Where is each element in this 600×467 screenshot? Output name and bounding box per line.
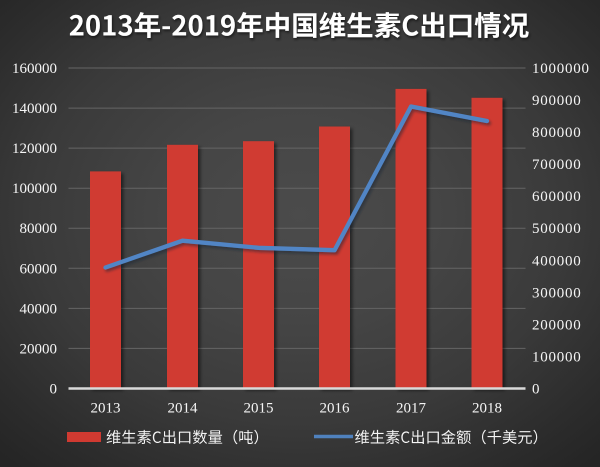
svg-text:2018: 2018: [472, 401, 502, 417]
svg-text:800000: 800000: [532, 125, 582, 141]
svg-text:900000: 900000: [532, 93, 582, 109]
svg-text:0: 0: [532, 382, 540, 398]
svg-text:2016: 2016: [320, 401, 351, 417]
svg-text:120000: 120000: [12, 141, 57, 157]
svg-text:40000: 40000: [20, 301, 58, 317]
svg-text:20000: 20000: [20, 341, 58, 357]
svg-text:700000: 700000: [532, 157, 582, 173]
svg-text:160000: 160000: [12, 61, 57, 77]
svg-text:100000: 100000: [12, 181, 57, 197]
svg-text:200000: 200000: [532, 317, 582, 333]
svg-text:140000: 140000: [12, 101, 57, 117]
svg-text:500000: 500000: [532, 221, 582, 237]
svg-text:400000: 400000: [532, 253, 582, 269]
svg-text:300000: 300000: [532, 285, 582, 301]
svg-text:60000: 60000: [20, 261, 58, 277]
svg-text:2017: 2017: [396, 401, 427, 417]
svg-text:2013: 2013: [91, 401, 121, 417]
svg-text:80000: 80000: [20, 221, 58, 237]
svg-text:0: 0: [50, 382, 58, 398]
svg-text:1000000: 1000000: [532, 61, 590, 77]
svg-text:2015: 2015: [244, 401, 274, 417]
svg-text:100000: 100000: [532, 349, 582, 365]
svg-text:2014: 2014: [168, 401, 199, 417]
svg-text:600000: 600000: [532, 189, 582, 205]
